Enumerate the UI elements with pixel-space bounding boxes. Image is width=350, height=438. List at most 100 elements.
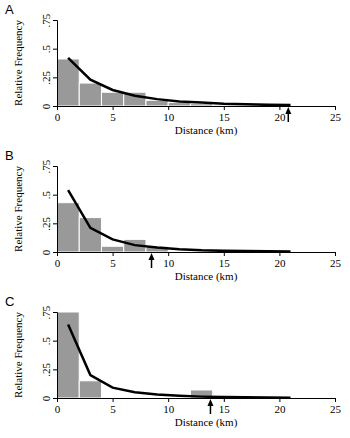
y-tick-label: .75 [40, 159, 52, 173]
x-tick: 10 [163, 398, 175, 415]
y-tick-mark [53, 312, 57, 313]
x-tick-mark [113, 252, 114, 256]
x-axis-line [58, 253, 336, 257]
fitted-curve [68, 190, 290, 251]
y-axis-line [53, 21, 58, 107]
panel-title: C [5, 294, 14, 309]
arrow-head [285, 107, 291, 114]
panel-title: A [5, 2, 14, 17]
y-tick-mark [53, 369, 57, 370]
x-tick-label: 15 [219, 403, 231, 415]
x-tick: 10 [163, 106, 175, 123]
x-tick: 20 [274, 106, 286, 123]
x-tick-mark [224, 252, 225, 256]
y-tick-label: .25 [40, 362, 52, 376]
y-tick: 0 [40, 395, 57, 401]
x-tick: 25 [330, 252, 342, 269]
x-tick-label: 0 [55, 257, 61, 269]
x-tick-mark [224, 106, 225, 110]
y-tick-label: .75 [40, 305, 52, 319]
y-tick-label: .5 [40, 191, 52, 200]
y-tick-label: 0 [40, 395, 52, 401]
x-tick: 20 [274, 252, 286, 269]
bar [101, 398, 123, 399]
y-tick: .25 [40, 362, 57, 376]
y-tick: .5 [40, 337, 57, 346]
figure: A 0 5 10 15 20 25 0 .25 .5 .75 Distance (km) Relativ… [0, 0, 350, 438]
bar [168, 103, 190, 106]
y-tick-mark [53, 166, 57, 167]
x-tick-label: 0 [55, 403, 61, 415]
x-axis-title: Distance (km) [175, 124, 238, 137]
plot-area [57, 190, 291, 252]
y-tick-mark [53, 252, 57, 253]
y-axis: 0 .25 .5 .75 [40, 13, 58, 109]
y-tick-mark [53, 223, 57, 224]
bar [79, 83, 101, 106]
y-tick: .25 [40, 216, 57, 230]
bar [79, 218, 101, 252]
x-axis-line [58, 107, 336, 111]
x-tick-label: 20 [274, 257, 286, 269]
y-tick-mark [53, 398, 57, 399]
x-tick-mark [279, 106, 280, 110]
x-tick: 15 [219, 106, 231, 123]
y-tick-mark [53, 106, 57, 107]
y-axis: 0 .25 .5 .75 [40, 159, 58, 255]
y-tick-mark [53, 77, 57, 78]
y-tick-label: .5 [40, 45, 52, 54]
y-tick: .25 [40, 70, 57, 84]
y-tick-label: .5 [40, 337, 52, 346]
x-tick-label: 20 [274, 403, 286, 415]
plot-area [57, 58, 302, 106]
y-tick-label: 0 [40, 249, 52, 255]
x-tick-label: 10 [163, 257, 175, 269]
x-tick: 0 [55, 398, 61, 415]
x-tick: 25 [330, 398, 342, 415]
x-tick: 5 [110, 398, 116, 415]
y-axis-line [53, 313, 58, 399]
x-tick-mark [168, 106, 169, 110]
x-axis-line [58, 399, 336, 403]
x-axis: 0510152025 [55, 252, 342, 269]
y-tick-mark [53, 341, 57, 342]
x-axis-title: Distance (km) [175, 416, 238, 429]
x-tick-mark [335, 398, 336, 402]
y-tick: .75 [40, 305, 57, 319]
panel-title: B [5, 148, 14, 163]
x-tick-label: 25 [330, 403, 342, 415]
x-tick: 15 [219, 252, 231, 269]
y-axis-title: Relative Frequency [12, 20, 24, 106]
y-tick-label: .75 [40, 13, 52, 27]
x-tick-mark [224, 398, 225, 402]
fitted-curve [68, 58, 290, 105]
x-tick-mark [113, 398, 114, 402]
y-axis-line [53, 167, 58, 253]
y-tick: .5 [40, 45, 57, 54]
bar [57, 203, 79, 252]
distance-arrow [207, 399, 213, 414]
x-tick-label: 5 [110, 111, 116, 123]
bar [146, 398, 168, 399]
y-axis-title: Relative Frequency [12, 166, 24, 252]
panel: C 0 5 10 15 20 25 0 .25 .5 .75 Distance (km) Relativ… [5, 294, 342, 429]
x-tick-label: 25 [330, 257, 342, 269]
x-axis: 0 5 10 15 20 25 [55, 106, 342, 123]
x-tick-mark [168, 252, 169, 256]
arrow-head [207, 399, 213, 406]
distance-arrow [285, 107, 291, 122]
y-tick-mark [53, 195, 57, 196]
x-tick-label: 25 [330, 111, 342, 123]
y-tick-label: .25 [40, 70, 52, 84]
x-tick: 0 [55, 252, 61, 269]
x-tick-label: 0 [55, 111, 61, 123]
x-tick-mark [279, 252, 280, 256]
y-tick: .5 [40, 191, 57, 200]
y-axis: 0 .25 .5 .75 [40, 305, 58, 401]
y-tick: 0 [40, 249, 57, 255]
y-axis-title: Relative Frequency [12, 312, 24, 398]
y-tick: 0 [40, 103, 57, 109]
y-tick-label: 0 [40, 103, 52, 109]
x-tick-mark [335, 106, 336, 110]
y-tick-mark [53, 49, 57, 50]
